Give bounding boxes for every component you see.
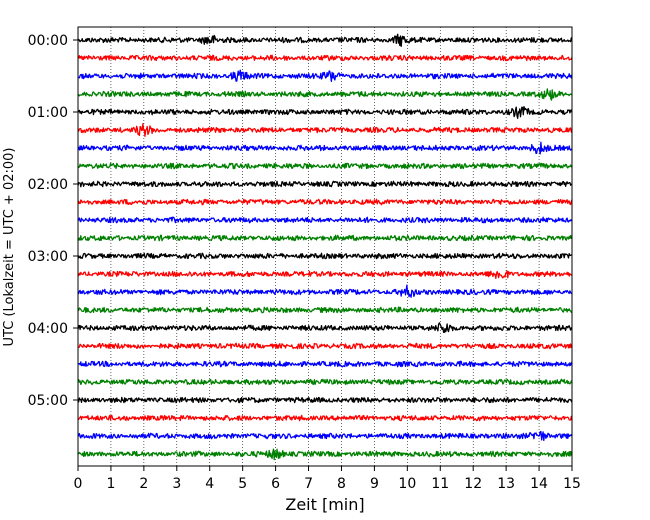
x-tick-label: 8 [337, 476, 346, 492]
seismic-trace [77, 216, 573, 224]
x-tick-label: 11 [431, 476, 449, 492]
x-axis-label: Zeit [min] [285, 495, 364, 514]
seismic-trace [77, 430, 573, 442]
seismic-trace [77, 342, 573, 350]
x-tick-label: 3 [172, 476, 181, 492]
x-tick-label: 14 [530, 476, 548, 492]
seismic-trace [77, 234, 573, 242]
seismic-trace [77, 270, 573, 280]
y-tick-label: 01:00 [28, 105, 68, 121]
seismic-trace [77, 322, 573, 334]
seismic-trace [77, 54, 573, 62]
y-axis-label: UTC (Lokalzeit = UTC + 02:00) [2, 148, 17, 347]
y-tick-label: 04:00 [28, 321, 68, 337]
seismic-trace [77, 105, 573, 119]
seismic-trace [77, 360, 573, 368]
x-tick-label: 13 [497, 476, 515, 492]
x-tick-label: 4 [205, 476, 214, 492]
grid-layer [110, 27, 540, 466]
seismic-trace [77, 141, 573, 155]
seismic-trace [78, 306, 573, 314]
x-tick-label: 7 [304, 476, 313, 492]
seismic-trace [77, 252, 573, 260]
seismic-trace [77, 448, 573, 461]
x-tick-label: 6 [271, 476, 280, 492]
seismic-trace [77, 123, 573, 137]
y-tick-label: 00:00 [28, 33, 68, 49]
plot-frame [77, 26, 573, 467]
seismic-trace [77, 198, 573, 206]
seismic-trace [77, 88, 573, 101]
x-tick-label: 12 [464, 476, 482, 492]
seismic-trace [77, 284, 573, 298]
seismic-trace [77, 396, 573, 404]
x-tick-label: 10 [398, 476, 416, 492]
x-tick-label: 2 [139, 476, 148, 492]
seismic-trace [77, 180, 573, 188]
seismic-trace [77, 162, 572, 170]
x-tick-label: 15 [563, 476, 581, 492]
seismic-trace [77, 33, 573, 48]
tick-layer: 0 1 2 3 4 5 6 7 8 9 10 11 12 13 14 1500:0001:0002:0003:… [28, 33, 581, 492]
y-tick-label: 03:00 [28, 249, 68, 265]
trace-layer [77, 33, 573, 461]
y-tick-label: 02:00 [28, 177, 68, 193]
x-tick-label: 1 [106, 476, 115, 492]
x-tick-label: 0 [74, 476, 83, 492]
y-tick-label: 05:00 [28, 393, 68, 409]
x-tick-label: 5 [238, 476, 247, 492]
x-tick-label: 9 [370, 476, 379, 492]
seismic-trace [77, 69, 573, 83]
seismic-trace [77, 378, 573, 386]
seismic-trace [78, 414, 573, 422]
